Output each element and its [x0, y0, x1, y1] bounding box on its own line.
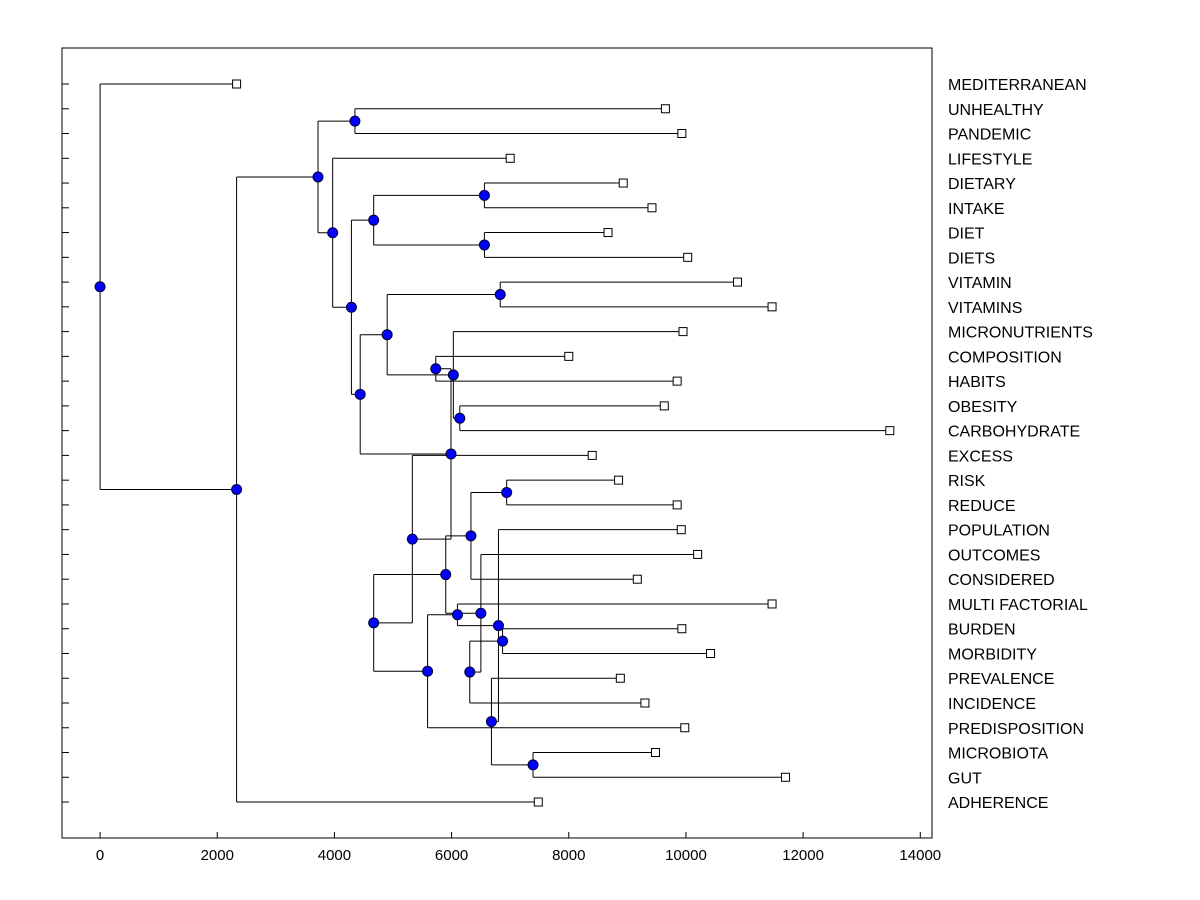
- leaf-marker: [650, 748, 660, 758]
- merge-node: [478, 239, 490, 251]
- leaf-label: VITAMINS: [948, 300, 1022, 317]
- leaf-marker: [680, 723, 690, 733]
- leaf-marker: [677, 129, 687, 139]
- leaf-label: PREVALENCE: [948, 671, 1054, 688]
- leaf-marker: [640, 698, 650, 708]
- merge-node: [447, 369, 459, 381]
- leaf-marker: [564, 351, 574, 361]
- leaf-marker: [706, 648, 716, 658]
- leaf-marker: [693, 549, 703, 559]
- x-tick-label: 2000: [201, 847, 234, 864]
- leaf-marker: [767, 599, 777, 609]
- leaf-label: OBESITY: [948, 399, 1018, 416]
- leaf-marker: [678, 327, 688, 337]
- merge-node: [312, 171, 324, 183]
- leaf-marker: [781, 772, 791, 782]
- leaf-label: HABITS: [948, 374, 1006, 391]
- leaf-marker: [618, 178, 628, 188]
- leaf-label: MICROBIOTA: [948, 746, 1048, 763]
- leaf-label: REDUCE: [948, 498, 1016, 515]
- leaf-label: OUTCOMES: [948, 547, 1040, 564]
- merge-node: [345, 301, 357, 313]
- leaf-marker: [672, 376, 682, 386]
- x-tick-label: 6000: [435, 847, 468, 864]
- leaf-label: MEDITERRANEAN: [948, 77, 1087, 94]
- merge-node: [368, 617, 380, 629]
- merge-node: [497, 635, 509, 647]
- x-tick-label: 12000: [782, 847, 824, 864]
- leaf-marker: [603, 228, 613, 238]
- leaf-marker: [659, 401, 669, 411]
- leaf-label: UNHEALTHY: [948, 102, 1044, 119]
- leaf-label: PREDISPOSITION: [948, 721, 1084, 738]
- leaf-label: MICRONUTRIENTS: [948, 325, 1093, 342]
- merge-node: [485, 716, 497, 728]
- leaf-label: PANDEMIC: [948, 127, 1031, 144]
- leaf-marker: [614, 475, 624, 485]
- merge-node: [465, 530, 477, 542]
- leaf-label: DIET: [948, 226, 985, 243]
- leaf-label: CONSIDERED: [948, 572, 1055, 589]
- leaf-label: RISK: [948, 473, 986, 490]
- leaf-label: DIETS: [948, 250, 995, 267]
- leaf-marker: [587, 450, 597, 460]
- x-tick-label: 4000: [318, 847, 351, 864]
- plot-frame: [61, 47, 933, 839]
- x-tick-label: 0: [96, 847, 104, 864]
- leaf-marker: [885, 426, 895, 436]
- merge-node: [430, 363, 442, 375]
- leaf-marker: [505, 153, 515, 163]
- leaf-label: MULTI FACTORIAL: [948, 597, 1088, 614]
- leaf-label: INTAKE: [948, 201, 1005, 218]
- leaf-label: VITAMIN: [948, 275, 1012, 292]
- merge-node: [349, 115, 361, 127]
- x-tick-label: 10000: [665, 847, 707, 864]
- merge-node: [492, 620, 504, 632]
- leaf-label: ADHERENCE: [948, 795, 1048, 812]
- leaf-marker: [676, 525, 686, 535]
- merge-node: [527, 759, 539, 771]
- merge-node: [464, 666, 476, 678]
- merge-node: [440, 569, 452, 581]
- merge-node: [478, 189, 490, 201]
- merge-node: [422, 665, 434, 677]
- leaf-marker: [660, 104, 670, 114]
- leaf-marker: [632, 574, 642, 584]
- leaf-label: GUT: [948, 770, 982, 787]
- merge-node: [475, 607, 487, 619]
- leaf-marker: [683, 252, 693, 262]
- merge-node: [327, 227, 339, 239]
- leaf-marker: [672, 500, 682, 510]
- leaf-label: EXCESS: [948, 448, 1013, 465]
- leaf-label: CARBOHYDRATE: [948, 424, 1080, 441]
- merge-node: [406, 533, 418, 545]
- leaf-marker: [232, 79, 242, 89]
- leaf-marker: [615, 673, 625, 683]
- leaf-marker: [533, 797, 543, 807]
- merge-node: [381, 329, 393, 341]
- merge-node: [501, 487, 513, 499]
- leaf-label: COMPOSITION: [948, 349, 1062, 366]
- merge-node: [94, 281, 106, 293]
- leaf-label: INCIDENCE: [948, 696, 1036, 713]
- merge-node: [451, 609, 463, 621]
- leaf-label: POPULATION: [948, 523, 1050, 540]
- x-tick-label: 8000: [552, 847, 585, 864]
- leaf-label: BURDEN: [948, 622, 1016, 639]
- merge-node: [494, 288, 506, 300]
- leaf-label: LIFESTYLE: [948, 151, 1032, 168]
- leaf-label: MORBIDITY: [948, 646, 1037, 663]
- merge-node: [231, 483, 243, 495]
- leaf-marker: [677, 624, 687, 634]
- x-tick-label: 14000: [899, 847, 941, 864]
- merge-node: [445, 448, 457, 460]
- leaf-marker: [732, 277, 742, 287]
- merge-node: [454, 412, 466, 424]
- merge-node: [368, 214, 380, 226]
- leaf-marker: [767, 302, 777, 312]
- leaf-label: DIETARY: [948, 176, 1016, 193]
- merge-node: [354, 388, 366, 400]
- leaf-marker: [647, 203, 657, 213]
